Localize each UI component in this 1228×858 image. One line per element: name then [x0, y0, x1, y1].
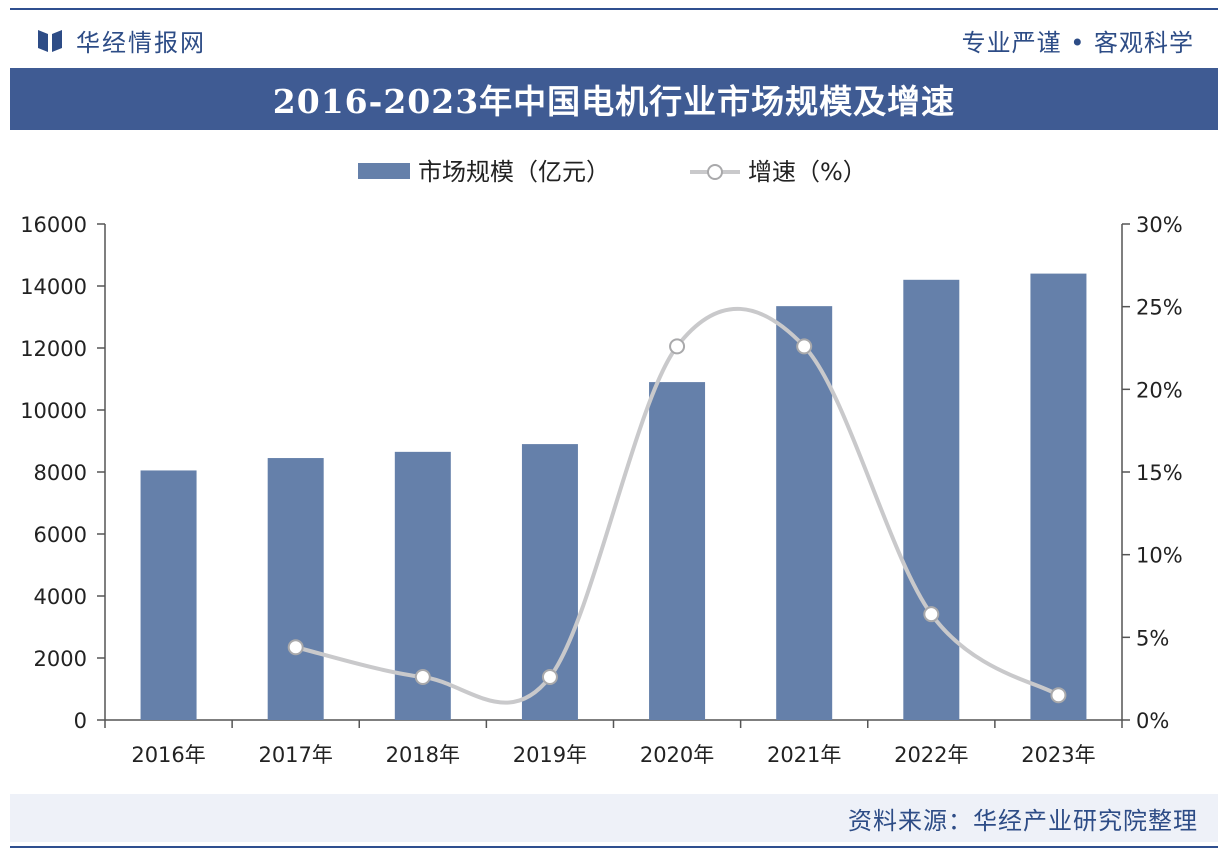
bar-2023年 — [1030, 273, 1087, 720]
brand: 华经情报网 — [36, 20, 206, 60]
chart-svg: 市场规模（亿元） 增速（%） 0 2000 4000 6000 8000 10000 120… — [20, 158, 1183, 767]
top-rule — [10, 8, 1218, 10]
source-note: 资料来源：华经产业研究院整理 — [848, 806, 1198, 835]
left-tick-label: 4000 — [34, 585, 87, 609]
right-tick-label: 15% — [1136, 461, 1183, 485]
x-tick-label: 2017年 — [258, 743, 332, 767]
bar-2016年 — [140, 470, 197, 720]
growth-point — [923, 606, 940, 623]
growth-point — [414, 669, 431, 686]
legend-swatch-bar — [358, 163, 410, 179]
left-tick-label: 2000 — [34, 647, 87, 671]
motto: 专业严谨 • 客观科学 — [961, 28, 1194, 57]
left-tick-label: 12000 — [20, 337, 87, 361]
growth-point — [1050, 687, 1067, 704]
x-tick-label: 2018年 — [386, 743, 460, 767]
right-tick-label: 25% — [1136, 296, 1183, 320]
growth-point — [796, 338, 813, 355]
bar-2021年 — [776, 306, 833, 720]
legend-label-bar: 市场规模（亿元） — [418, 158, 610, 186]
left-tick-label: 0 — [74, 709, 87, 733]
left-tick-label: 16000 — [20, 213, 87, 237]
right-tick-label: 0% — [1136, 709, 1169, 733]
bottom-rule — [10, 846, 1218, 848]
x-tick-label: 2019年 — [513, 743, 587, 767]
bar-2017年 — [267, 458, 324, 720]
right-tick-label: 10% — [1136, 544, 1183, 568]
brand-name: 华经情报网 — [76, 28, 206, 57]
legend-label-line: 增速（%） — [748, 158, 867, 186]
legend: 市场规模（亿元） 增速（%） — [358, 158, 867, 186]
right-tick-label: 20% — [1136, 378, 1183, 402]
x-tick-label: 2022年 — [894, 743, 968, 767]
x-tick-label: 2023年 — [1021, 743, 1095, 767]
x-tick-label: 2021年 — [767, 743, 841, 767]
x-tick-label: 2016年 — [131, 743, 205, 767]
right-tick-label: 30% — [1136, 213, 1183, 237]
axes: 0 2000 4000 6000 8000 10000 12000 14000 16000 0% 5… — [20, 213, 1183, 733]
bar-2022年 — [903, 279, 960, 720]
right-tick-label: 5% — [1136, 626, 1169, 650]
bar-2020年 — [649, 382, 706, 720]
left-tick-label: 6000 — [34, 523, 87, 547]
title-bar: 2016-2023年中国电机行业市场规模及增速 — [10, 68, 1218, 130]
footer: 资料来源：华经产业研究院整理 — [10, 794, 1218, 842]
bars — [140, 273, 1087, 720]
left-tick-label: 14000 — [20, 275, 87, 299]
growth-point — [541, 669, 558, 686]
x-axis-labels: 2016年 2017年 2018年 2019年 2020年 2021年 2022年 2023年 — [131, 743, 1095, 767]
brand-logo-icon — [38, 30, 62, 52]
left-tick-label: 8000 — [34, 461, 87, 485]
legend-swatch-marker — [707, 164, 723, 180]
left-tick-label: 10000 — [20, 399, 87, 423]
growth-point — [287, 639, 304, 656]
growth-point — [669, 338, 686, 355]
x-tick-label: 2020年 — [640, 743, 714, 767]
chart-title: 2016-2023年中国电机行业市场规模及增速 — [272, 82, 956, 121]
growth-line — [287, 306, 1067, 705]
chart-area: 市场规模（亿元） 增速（%） 0 2000 4000 6000 8000 10000 120… — [0, 130, 1228, 792]
